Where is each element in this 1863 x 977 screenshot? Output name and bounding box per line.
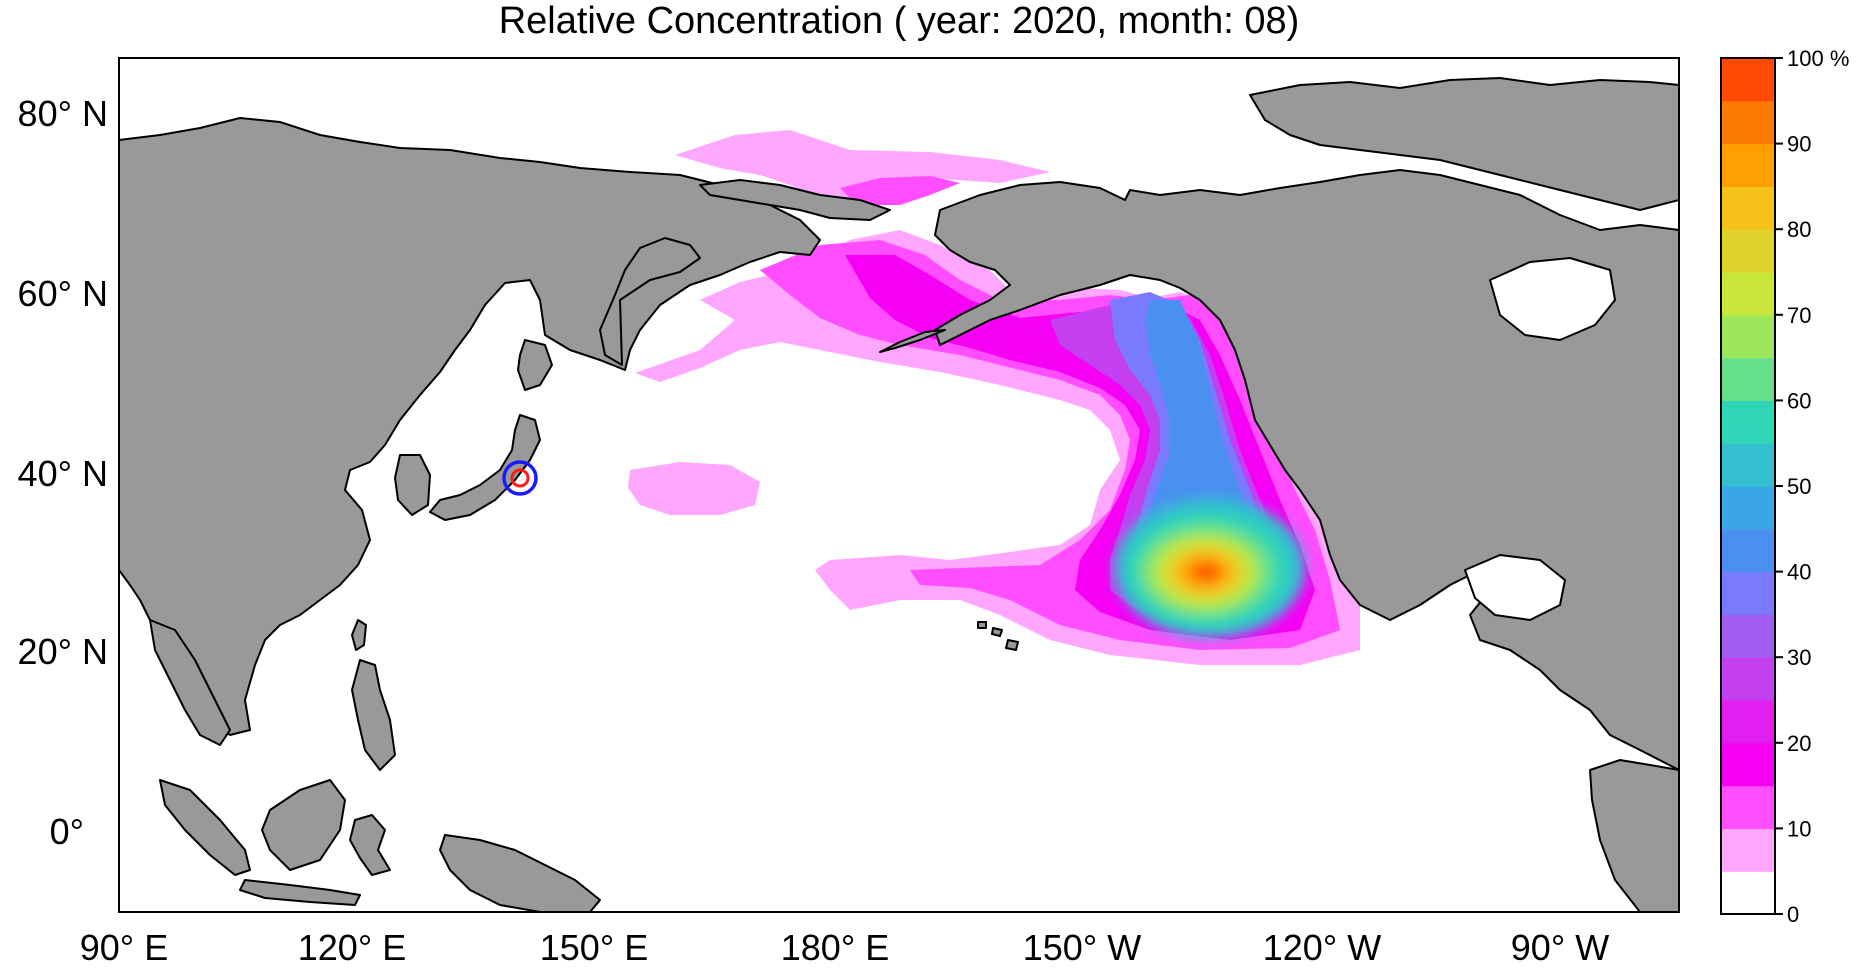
colorbar-swatch xyxy=(1721,828,1775,872)
colorbar: 0 10 20 30 40 50 60 70 80 90 100 % xyxy=(1720,46,1849,927)
colorbar-swatch xyxy=(1721,785,1775,829)
land-japan-hokkaido xyxy=(517,339,553,391)
lat-tick-0: 0° xyxy=(50,811,84,852)
lon-tick-90w: 90° W xyxy=(1511,927,1609,968)
lon-tick-120e: 120° E xyxy=(298,927,406,968)
hudson-bay xyxy=(1489,257,1616,341)
colorbar-label: 30 xyxy=(1787,645,1811,670)
colorbar-swatch xyxy=(1721,100,1775,145)
land-kamchatka xyxy=(599,237,701,366)
lon-tick-150w: 150° W xyxy=(1023,927,1141,968)
lon-tick-90e: 90° E xyxy=(80,927,168,968)
colorbar-label: 10 xyxy=(1787,816,1811,841)
colorbar-swatch xyxy=(1721,143,1775,187)
colorbar-label: 100 % xyxy=(1787,46,1849,71)
land-philippines xyxy=(351,659,396,771)
colorbar-swatch xyxy=(1721,571,1775,615)
map-frame xyxy=(118,57,1680,913)
plume-band-midpacific xyxy=(628,462,760,515)
colorbar-label: 40 xyxy=(1787,560,1811,585)
colorbar-label: 0 xyxy=(1787,902,1799,927)
land-borneo xyxy=(261,779,346,871)
land-arctic-islands xyxy=(1249,77,1679,211)
land-north-america xyxy=(934,169,1679,771)
land-sumatra xyxy=(159,779,251,876)
land-sulawesi xyxy=(349,814,391,876)
colorbar-label: 90 xyxy=(1787,132,1811,157)
colorbar-label: 20 xyxy=(1787,731,1811,756)
land-japan-honshu xyxy=(429,414,541,521)
land-alaska-peninsula xyxy=(879,329,946,353)
colorbar-swatch xyxy=(1721,871,1775,915)
lat-tick-labels: 80° N 60° N 40° N 20° N 0° xyxy=(18,93,108,852)
colorbar-swatches xyxy=(1721,58,1775,915)
colorbar-swatch xyxy=(1721,443,1775,487)
colorbar-swatch xyxy=(1721,657,1775,701)
colorbar-swatch xyxy=(1721,486,1775,530)
plume-band-arctic-inner xyxy=(840,176,960,205)
lon-tick-150e: 150° E xyxy=(540,927,648,968)
colorbar-swatch xyxy=(1721,58,1775,102)
colorbar-label: 70 xyxy=(1787,303,1811,328)
plume-band-arctic xyxy=(675,130,1050,205)
land-indochina xyxy=(149,619,231,746)
plume-band-100 xyxy=(1197,566,1215,578)
colorbar-swatch xyxy=(1721,614,1775,658)
colorbar-labels: 0 10 20 30 40 50 60 70 80 90 100 % xyxy=(1775,46,1849,927)
land xyxy=(119,77,1679,912)
release-site-outer-ring xyxy=(502,460,538,496)
colorbar-swatch xyxy=(1721,357,1775,401)
land-taiwan xyxy=(351,619,367,651)
lon-tick-120w: 120° W xyxy=(1263,927,1381,968)
colorbar-swatch xyxy=(1721,229,1775,273)
gulf-of-mexico xyxy=(1464,554,1566,621)
land-korea xyxy=(394,454,431,516)
lon-tick-180e: 180° E xyxy=(781,927,889,968)
lat-tick-80: 80° N xyxy=(18,93,108,134)
colorbar-label: 60 xyxy=(1787,388,1811,413)
release-site-inner-ring xyxy=(510,468,530,488)
colorbar-swatch xyxy=(1721,700,1775,744)
figure-title: Relative Concentration ( year: 2020, mon… xyxy=(499,0,1300,42)
colorbar-label: 50 xyxy=(1787,474,1811,499)
lon-tick-labels: 90° E 120° E 150° E 180° E 150° W 120° W… xyxy=(80,927,1609,968)
land-chukotka xyxy=(699,179,891,221)
colorbar-swatch xyxy=(1721,186,1775,230)
colorbar-swatch xyxy=(1721,400,1775,444)
concentration-plume xyxy=(628,130,1360,665)
colorbar-swatch xyxy=(1721,272,1775,316)
colorbar-swatch xyxy=(1721,314,1775,359)
release-site-marker xyxy=(502,460,538,496)
land-new-guinea xyxy=(439,834,601,912)
lat-tick-40: 40° N xyxy=(18,453,108,494)
land-java xyxy=(239,879,361,906)
land-hawaii xyxy=(977,621,1019,651)
lat-tick-20: 20° N xyxy=(18,631,108,672)
colorbar-label: 80 xyxy=(1787,217,1811,242)
colorbar-swatch xyxy=(1721,528,1775,573)
map-panel xyxy=(119,58,1679,912)
lat-tick-60: 60° N xyxy=(18,273,108,314)
land-south-america xyxy=(1589,759,1679,912)
colorbar-swatch xyxy=(1721,742,1775,787)
